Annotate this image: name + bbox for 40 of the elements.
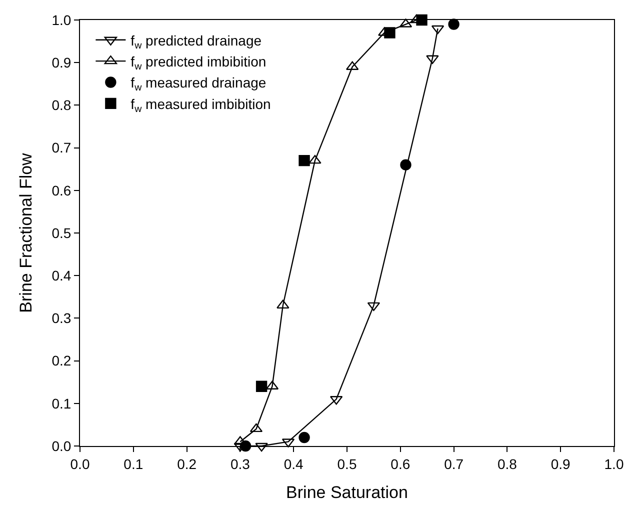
point — [298, 154, 310, 166]
x-tick-label: 0.7 — [444, 456, 464, 472]
point — [256, 380, 268, 392]
y-tick-label: 0.2 — [52, 352, 72, 369]
point — [448, 18, 460, 30]
x-tick-label: 0.8 — [497, 456, 518, 472]
y-tick-label: 0.7 — [52, 140, 72, 156]
x-tick-label: 0.1 — [124, 456, 144, 472]
x-tick-label: 0.5 — [337, 456, 357, 472]
legend-label: f$_{w}$ measured drainage — [130, 74, 266, 94]
x-tick-label: 0.4 — [284, 456, 304, 472]
point — [255, 442, 268, 452]
point — [276, 300, 290, 309]
y-tick-label: 0.3 — [52, 310, 72, 326]
point — [400, 159, 412, 170]
x-tick-label: 1.0 — [604, 456, 624, 472]
x-tick-label: 0.0 — [70, 456, 90, 472]
legend-label: f$_{w}$ predicted imbibition — [130, 54, 266, 72]
x-axis-title: Brine Saturation — [286, 483, 408, 502]
point — [250, 423, 263, 432]
point — [384, 27, 396, 38]
point — [308, 154, 322, 164]
x-tick-label: 0.3 — [230, 456, 250, 472]
y-tick-label: 0.5 — [52, 224, 72, 241]
y-tick-label: 1.0 — [52, 12, 72, 28]
y-tick-label: 0.8 — [52, 97, 72, 114]
y-tick-label: 0.1 — [52, 395, 72, 412]
legend-label: f$_{w}$ predicted drainage — [130, 32, 262, 52]
x-tick-label: 0.6 — [390, 456, 410, 472]
y-tick-label: 0.6 — [52, 182, 72, 198]
y-tick-label: 0.0 — [52, 438, 72, 454]
point — [367, 302, 380, 312]
legend-label: f$_{w}$ measured imbibition — [130, 96, 271, 115]
x-tick-label: 0.9 — [550, 456, 571, 472]
y-tick-label: 0.9 — [52, 54, 72, 70]
y-tick-label: 0.4 — [52, 268, 72, 284]
point — [416, 14, 428, 26]
x-tick-label: 0.2 — [177, 456, 197, 472]
point — [298, 432, 310, 444]
y-axis-title: Brine Fractional Flow — [16, 152, 36, 313]
